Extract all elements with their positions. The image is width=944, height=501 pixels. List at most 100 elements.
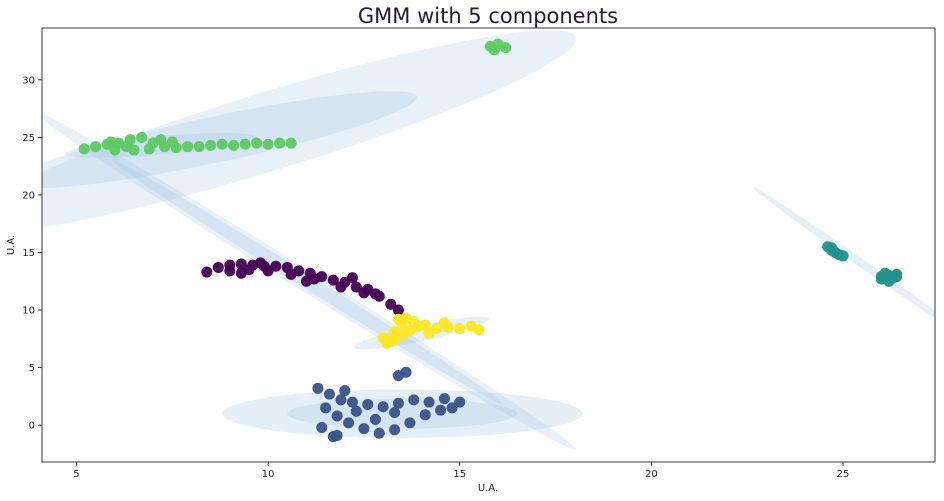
component-1-point — [392, 304, 404, 316]
component-4-point — [136, 131, 148, 143]
component-4-point — [90, 141, 102, 153]
component-1-point — [254, 257, 266, 269]
component-2-point — [316, 421, 328, 433]
component-2-point — [446, 402, 458, 414]
component-4-point — [285, 137, 297, 149]
component-2-point — [438, 393, 450, 405]
x-tick-label: 20 — [645, 469, 658, 480]
component-5-point — [385, 335, 397, 347]
component-5-point — [408, 316, 420, 328]
component-2-point — [389, 406, 401, 418]
component-2-ellipse-1 — [222, 389, 583, 438]
component-4-point — [155, 134, 167, 146]
component-4-point — [239, 138, 251, 150]
component-4-point — [205, 139, 217, 151]
component-2-point — [423, 396, 435, 408]
component-2-point — [343, 417, 355, 429]
component-4-point — [78, 143, 90, 155]
y-axis: 0 5 10 15 20 25 30 — [22, 75, 42, 432]
component-2-point — [339, 385, 351, 397]
y-axis-label: U.A. — [6, 235, 17, 255]
y-tick-label: 10 — [22, 306, 35, 317]
y-tick-label: 5 — [29, 363, 35, 374]
component-4-point — [105, 136, 117, 148]
component-2-point — [346, 396, 358, 408]
component-2-point — [389, 424, 401, 436]
component-4-point — [488, 44, 500, 56]
component-2-point — [335, 394, 347, 406]
component-1-point — [262, 265, 274, 277]
chart-title: GMM with 5 components — [358, 4, 618, 28]
component-2-point — [331, 410, 343, 422]
component-4-point — [228, 139, 240, 151]
component-5-point — [389, 326, 401, 338]
y-tick-label: 15 — [22, 248, 35, 259]
component-2-point — [435, 404, 447, 416]
x-axis: 5 10 15 20 25 — [73, 462, 849, 480]
point-layer — [78, 38, 903, 443]
component-1-point — [350, 281, 362, 293]
component-2-point — [408, 394, 420, 406]
component-5-point — [438, 317, 450, 329]
component-2-point — [392, 370, 404, 382]
component-3-point — [837, 250, 849, 262]
component-2-point — [419, 409, 431, 421]
x-tick-label: 5 — [73, 469, 79, 480]
component-1-point — [346, 272, 358, 284]
component-1-point — [201, 266, 213, 278]
component-1-point — [300, 275, 312, 287]
component-1-point — [285, 268, 297, 280]
component-4-point — [500, 42, 512, 54]
plot-frame — [41, 27, 936, 463]
component-4-ellipse-1 — [42, 30, 577, 233]
component-2-point — [350, 405, 362, 417]
component-2-point — [320, 402, 332, 414]
component-3-point — [826, 242, 838, 254]
component-4-point — [251, 137, 263, 149]
component-2-point — [312, 382, 324, 394]
component-3-point — [891, 271, 903, 283]
component-2-point — [392, 397, 404, 409]
component-1-point — [385, 298, 397, 310]
component-1-point — [224, 265, 236, 277]
component-2-point — [323, 388, 335, 400]
component-4-point — [182, 141, 194, 153]
x-tick-label: 25 — [837, 469, 850, 480]
component-2-point — [362, 398, 374, 410]
component-3-ellipse-1 — [752, 187, 935, 346]
component-5-point — [454, 322, 466, 334]
component-5-point — [392, 313, 404, 325]
component-1-point — [369, 288, 381, 300]
x-tick-label: 15 — [453, 469, 466, 480]
y-tick-label: 30 — [22, 75, 35, 86]
component-1-point — [358, 287, 370, 299]
component-5-point — [423, 327, 435, 339]
component-2-point — [454, 396, 466, 408]
component-2-point — [404, 417, 416, 429]
component-1-point — [212, 261, 224, 273]
y-tick-label: 20 — [22, 190, 35, 201]
component-4-point — [193, 141, 205, 153]
y-tick-label: 0 — [29, 421, 35, 432]
component-2-point — [373, 427, 385, 439]
y-tick-label: 25 — [22, 133, 35, 144]
component-3-point — [875, 273, 887, 285]
x-tick-label: 10 — [262, 469, 275, 480]
ellipse-layer — [42, 30, 935, 451]
component-4-point — [120, 141, 132, 153]
x-axis-label: U.A. — [478, 483, 498, 494]
component-4-point — [143, 143, 155, 155]
component-1-point — [235, 267, 247, 279]
component-2-point — [377, 401, 389, 413]
component-4-point — [262, 138, 274, 150]
component-2-point — [358, 423, 370, 435]
component-2-point — [327, 431, 339, 443]
component-5-point — [473, 324, 485, 336]
component-4-ellipse-2 — [42, 91, 417, 189]
component-4-point — [216, 138, 228, 150]
component-1-point — [335, 281, 347, 293]
component-4-point — [274, 137, 286, 149]
component-1-point — [327, 274, 339, 286]
component-4-point — [166, 136, 178, 148]
